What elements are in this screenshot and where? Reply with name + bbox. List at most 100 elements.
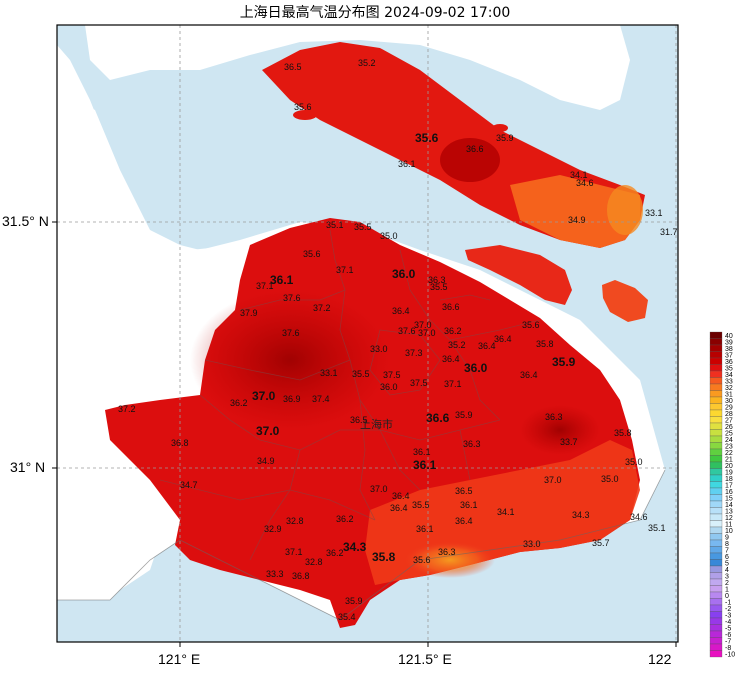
colorbar-swatch xyxy=(709,650,723,658)
colorbar-label: 5 xyxy=(725,561,729,568)
station-value: 36.1 xyxy=(413,447,431,457)
station-value: 36.8 xyxy=(171,438,189,448)
colorbar-label: 23 xyxy=(725,444,733,451)
hot-core-east xyxy=(520,405,600,455)
colorbar-label: 22 xyxy=(725,450,733,457)
station-value: 36.8 xyxy=(292,571,310,581)
map-title: 上海日最高气温分布图 2024-09-02 17:00 xyxy=(239,5,511,21)
colorbar-swatch xyxy=(709,507,723,515)
west-land xyxy=(57,90,250,595)
colorbar-label: 17 xyxy=(725,483,733,490)
station-value: 36.1 xyxy=(270,273,294,287)
station-value: 36.5 xyxy=(350,415,368,425)
station-value: 32.8 xyxy=(305,557,323,567)
station-value: 36.4 xyxy=(455,516,473,526)
station-value: 34.3 xyxy=(572,510,590,520)
station-value: 35.6 xyxy=(413,555,431,565)
station-value: 37.0 xyxy=(414,320,432,330)
colorbar-swatch xyxy=(709,604,723,612)
colorbar-label: 12 xyxy=(725,515,733,522)
colorbar-label: 19 xyxy=(725,470,733,477)
colorbar-swatch xyxy=(709,435,723,443)
colorbar-label: 28 xyxy=(725,411,733,418)
north-shore-land xyxy=(85,25,630,110)
station-value: 36.3 xyxy=(545,412,563,422)
station-value: 35.6 xyxy=(303,249,321,259)
colorbar-label: 8 xyxy=(725,541,729,548)
colorbar-swatch xyxy=(709,403,723,411)
station-value: 35.2 xyxy=(358,58,376,68)
colorbar-swatch xyxy=(709,624,723,632)
station-value: 35.8 xyxy=(372,550,396,564)
station-value: 36.4 xyxy=(442,354,460,364)
colorbar-swatch xyxy=(709,494,723,502)
station-value: 36.2 xyxy=(444,326,462,336)
lat-label-31: 31° N xyxy=(10,459,46,475)
station-value: 37.6 xyxy=(398,326,416,336)
map-frame xyxy=(56,24,679,643)
station-value: 37.0 xyxy=(370,484,388,494)
colorbar-label: 26 xyxy=(725,424,733,431)
station-value: 36.1 xyxy=(416,524,434,534)
station-value: 36.1 xyxy=(398,159,416,169)
colorbar-swatch xyxy=(709,578,723,586)
colorbar-swatch xyxy=(709,331,723,339)
colorbar-label: 33 xyxy=(725,379,733,386)
station-value: 37.3 xyxy=(405,348,423,358)
colorbar-label: 11 xyxy=(725,522,732,529)
colorbar-label: -10 xyxy=(725,652,735,659)
station-value: 35.6 xyxy=(522,320,540,330)
colorbar-label: 2 xyxy=(725,580,729,587)
colorbar-swatch xyxy=(709,422,723,430)
lat-label-31-5: 31.5° N xyxy=(2,213,49,229)
small-island xyxy=(293,110,317,120)
station-value: 37.5 xyxy=(410,378,428,388)
colorbar-swatch xyxy=(709,539,723,547)
colorbar-label: 13 xyxy=(725,509,733,516)
station-value: 37.1 xyxy=(336,265,354,275)
station-value: 36.0 xyxy=(380,382,398,392)
station-value: 36.5 xyxy=(284,62,302,72)
colorbar-swatch xyxy=(709,370,723,378)
station-value: 35.0 xyxy=(380,231,398,241)
station-value: 34.3 xyxy=(343,540,367,554)
colorbar-swatch xyxy=(709,474,723,482)
station-value: 37.2 xyxy=(313,303,331,313)
colorbar-label: 14 xyxy=(725,502,733,509)
station-value: 36.3 xyxy=(463,439,481,449)
station-value: 37.4 xyxy=(312,394,330,404)
station-value: 35.2 xyxy=(448,340,466,350)
station-value: 37.0 xyxy=(418,328,436,338)
colorbar-label: 20 xyxy=(725,463,733,470)
station-value: 36.4 xyxy=(392,306,410,316)
colorbar-swatch xyxy=(709,520,723,528)
colorbar-swatch xyxy=(709,416,723,424)
changxing-island xyxy=(465,245,572,305)
colorbar-label: 31 xyxy=(725,392,733,399)
colorbar-swatch xyxy=(709,552,723,560)
colorbar-label: 36 xyxy=(725,359,733,366)
chongming-cool-east xyxy=(510,175,640,248)
station-value: 35.1 xyxy=(326,220,344,230)
hengsha-island xyxy=(602,280,648,322)
small-island-2 xyxy=(492,124,508,132)
station-value: 36.3 xyxy=(438,547,456,557)
station-value: 36.4 xyxy=(478,341,496,351)
station-value: 33.1 xyxy=(645,208,663,218)
colorbar-swatch xyxy=(709,598,723,606)
station-value: 35.9 xyxy=(455,410,473,420)
colorbar-label: -3 xyxy=(725,613,731,620)
colorbar-swatch xyxy=(709,643,723,651)
colorbar-swatch xyxy=(709,546,723,554)
colorbar-swatch xyxy=(709,338,723,346)
colorbar-swatch xyxy=(709,481,723,489)
station-value: 35.5 xyxy=(430,282,448,292)
city-label: 上海市 xyxy=(360,417,393,431)
colorbar-swatch xyxy=(709,461,723,469)
station-value: 32.8 xyxy=(286,516,304,526)
colorbar-swatch xyxy=(709,383,723,391)
station-value: 37.1 xyxy=(256,281,274,291)
colorbar-swatch xyxy=(709,500,723,508)
station-value: 35.5 xyxy=(412,500,430,510)
hot-core xyxy=(190,290,390,430)
